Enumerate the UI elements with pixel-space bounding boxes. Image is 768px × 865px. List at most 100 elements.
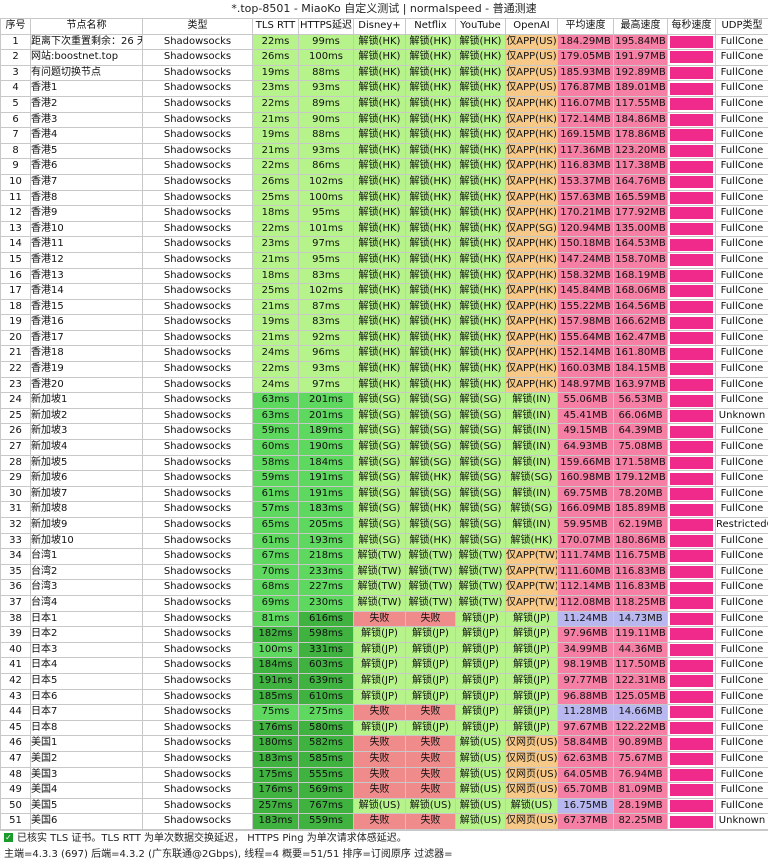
table-row[interactable]: 8 香港5 Shadowsocks 21ms 93ms 解锁(HK) 解锁(HK) 解锁(HK… xyxy=(0,142,768,160)
col-header-per-second-speed[interactable]: 每秒速度 xyxy=(667,18,716,35)
row-netflix: 解锁(HK) xyxy=(405,205,456,222)
table-row[interactable]: 34 台湾1 Shadowsocks 67ms 218ms 解锁(TW) 解锁(TW) 解锁(… xyxy=(0,548,768,565)
col-header-https-latency[interactable]: HTTPS延迟 xyxy=(298,18,354,35)
table-row[interactable]: 7 香港4 Shadowsocks 19ms 88ms 解锁(HK) 解锁(HK) 解锁(HK… xyxy=(0,127,768,144)
row-index: 37 xyxy=(0,594,31,612)
row-disney: 失败 xyxy=(353,766,406,784)
row-node-name: 日本8 xyxy=(30,719,143,737)
table-row[interactable]: 10 香港7 Shadowsocks 26ms 102ms 解锁(HK) 解锁(HK) 解锁(… xyxy=(0,173,768,191)
row-index: 11 xyxy=(0,189,31,207)
row-youtube: 解锁(TW) xyxy=(455,548,506,565)
table-row[interactable]: 25 新加坡2 Shadowsocks 63ms 201ms 解锁(SG) 解锁(SG) 解锁… xyxy=(0,407,768,425)
table-row[interactable]: 12 香港9 Shadowsocks 18ms 95ms 解锁(HK) 解锁(HK) 解锁(H… xyxy=(0,205,768,222)
table-row[interactable]: 46 美国1 Shadowsocks 180ms 582ms 失败 失败 解锁(US) 仅网页(… xyxy=(0,735,768,752)
table-row[interactable]: 37 台湾4 Shadowsocks 69ms 230ms 解锁(TW) 解锁(TW) 解锁(… xyxy=(0,594,768,612)
table-row[interactable]: 30 新加坡7 Shadowsocks 61ms 191ms 解锁(SG) 解锁(SG) 解锁… xyxy=(0,485,768,503)
table-row[interactable]: 5 香港2 Shadowsocks 22ms 89ms 解锁(HK) 解锁(HK) 解锁(HK… xyxy=(0,95,768,113)
table-row[interactable]: 21 香港18 Shadowsocks 24ms 96ms 解锁(HK) 解锁(HK) 解锁(… xyxy=(0,345,768,363)
col-header-max-speed[interactable]: 最高速度 xyxy=(613,18,668,35)
table-row[interactable]: 36 台湾3 Shadowsocks 68ms 227ms 解锁(TW) 解锁(TW) 解锁(… xyxy=(0,579,768,596)
table-row[interactable]: 42 日本5 Shadowsocks 191ms 639ms 解锁(JP) 解锁(JP) 解锁… xyxy=(0,672,768,690)
table-row[interactable]: 9 香港6 Shadowsocks 22ms 86ms 解锁(HK) 解锁(HK) 解锁(HK… xyxy=(0,158,768,175)
table-row[interactable]: 29 新加坡6 Shadowsocks 59ms 191ms 解锁(SG) 解锁(HK) 解锁… xyxy=(0,470,768,487)
row-youtube: 解锁(HK) xyxy=(455,127,506,144)
table-row[interactable]: 13 香港10 Shadowsocks 22ms 101ms 解锁(HK) 解锁(HK) 解锁… xyxy=(0,220,768,238)
table-row[interactable]: 15 香港12 Shadowsocks 21ms 95ms 解锁(HK) 解锁(HK) 解锁(… xyxy=(0,251,768,269)
col-header-tls-rtt[interactable]: TLS RTT xyxy=(252,18,299,35)
row-udp-type: FullCone xyxy=(715,173,768,191)
table-row[interactable]: 48 美国3 Shadowsocks 175ms 555ms 失败 失败 解锁(US) 仅网页(… xyxy=(0,766,768,784)
table-row[interactable]: 40 日本3 Shadowsocks 100ms 331ms 解锁(JP) 解锁(JP) 解锁… xyxy=(0,641,768,659)
col-header-disney[interactable]: Disney+ xyxy=(353,18,406,35)
table-row[interactable]: 19 香港16 Shadowsocks 19ms 83ms 解锁(HK) 解锁(HK) 解锁(… xyxy=(0,314,768,331)
table-row[interactable]: 47 美国2 Shadowsocks 183ms 585ms 失败 失败 解锁(US) 仅网页(… xyxy=(0,750,768,768)
row-disney: 解锁(HK) xyxy=(353,267,406,285)
col-header-udp-type[interactable]: UDP类型 xyxy=(715,18,768,35)
table-row[interactable]: 6 香港3 Shadowsocks 21ms 90ms 解锁(HK) 解锁(HK) 解锁(HK… xyxy=(0,111,768,129)
row-type: Shadowsocks xyxy=(142,407,253,425)
table-row[interactable]: 38 日本1 Shadowsocks 81ms 616ms 失败 失败 解锁(JP) 解锁(JP… xyxy=(0,610,768,628)
col-header-index[interactable]: 序号 xyxy=(0,18,31,35)
table-row[interactable]: 1 距离下次重置剩余：26 天 Shadowsocks 22ms 99ms 解锁(HK) 解… xyxy=(0,33,768,51)
row-tls-rtt: 22ms xyxy=(252,95,299,113)
table-row[interactable]: 44 日本7 Shadowsocks 75ms 275ms 失败 失败 解锁(JP) 解锁(JP… xyxy=(0,704,768,721)
row-youtube: 解锁(JP) xyxy=(455,719,506,737)
row-node-name: 新加坡1 xyxy=(30,392,143,409)
table-row[interactable]: 3 有问题切换节点 Shadowsocks 19ms 88ms 解锁(HK) 解锁(HK) 解… xyxy=(0,64,768,82)
table-row[interactable]: 32 新加坡9 Shadowsocks 65ms 205ms 解锁(SG) 解锁(SG) 解锁… xyxy=(0,517,768,534)
row-max-speed: 116.75MB xyxy=(613,548,668,565)
table-row[interactable]: 33 新加坡10 Shadowsocks 61ms 193ms 解锁(SG) 解锁(HK) 解… xyxy=(0,532,768,550)
row-tls-rtt: 26ms xyxy=(252,173,299,191)
table-row[interactable]: 51 美国6 Shadowsocks 183ms 559ms 失败 失败 解锁(US) 仅网页(… xyxy=(0,813,768,830)
table-row[interactable]: 2 网站:boostnet.top Shadowsocks 26ms 100ms 解锁(H… xyxy=(0,49,768,66)
col-header-netflix[interactable]: Netflix xyxy=(405,18,456,35)
table-row[interactable]: 45 日本8 Shadowsocks 176ms 580ms 解锁(JP) 解锁(JP) 解锁… xyxy=(0,719,768,737)
col-header-name[interactable]: 节点名称 xyxy=(30,18,143,35)
table-row[interactable]: 23 香港20 Shadowsocks 24ms 97ms 解锁(HK) 解锁(HK) 解锁(… xyxy=(0,376,768,394)
row-type: Shadowsocks xyxy=(142,470,253,487)
table-row[interactable]: 27 新加坡4 Shadowsocks 60ms 190ms 解锁(SG) 解锁(SG) 解锁… xyxy=(0,439,768,456)
row-disney: 解锁(HK) xyxy=(353,251,406,269)
row-youtube: 解锁(HK) xyxy=(455,298,506,316)
row-max-speed: 90.89MB xyxy=(613,735,668,752)
table-row[interactable]: 22 香港19 Shadowsocks 22ms 93ms 解锁(HK) 解锁(HK) 解锁(… xyxy=(0,361,768,378)
table-row[interactable]: 49 美国4 Shadowsocks 176ms 569ms 失败 失败 解锁(US) 仅网页(… xyxy=(0,782,768,799)
table-row[interactable]: 16 香港13 Shadowsocks 18ms 83ms 解锁(HK) 解锁(HK) 解锁(… xyxy=(0,267,768,285)
table-row[interactable]: 41 日本4 Shadowsocks 184ms 603ms 解锁(JP) 解锁(JP) 解锁… xyxy=(0,657,768,674)
speed-sparkline xyxy=(670,644,713,657)
col-header-youtube[interactable]: YouTube xyxy=(455,18,506,35)
table-row[interactable]: 35 台湾2 Shadowsocks 70ms 233ms 解锁(TW) 解锁(TW) 解锁(… xyxy=(0,563,768,581)
table-row[interactable]: 11 香港8 Shadowsocks 25ms 100ms 解锁(HK) 解锁(HK) 解锁(… xyxy=(0,189,768,207)
table-row[interactable]: 14 香港11 Shadowsocks 23ms 97ms 解锁(HK) 解锁(HK) 解锁(… xyxy=(0,236,768,253)
row-disney: 解锁(HK) xyxy=(353,314,406,331)
row-type: Shadowsocks xyxy=(142,626,253,643)
table-row[interactable]: 4 香港1 Shadowsocks 23ms 93ms 解锁(HK) 解锁(HK) 解锁(HK… xyxy=(0,80,768,97)
table-row[interactable]: 24 新加坡1 Shadowsocks 63ms 201ms 解锁(SG) 解锁(SG) 解锁… xyxy=(0,392,768,409)
row-disney: 解锁(SG) xyxy=(353,485,406,503)
table-row[interactable]: 26 新加坡3 Shadowsocks 59ms 189ms 解锁(SG) 解锁(SG) 解锁… xyxy=(0,423,768,441)
row-index: 1 xyxy=(0,33,31,51)
col-header-type[interactable]: 类型 xyxy=(142,18,253,35)
table-row[interactable]: 18 香港15 Shadowsocks 21ms 87ms 解锁(HK) 解锁(HK) 解锁(… xyxy=(0,298,768,316)
table-row[interactable]: 31 新加坡8 Shadowsocks 57ms 183ms 解锁(SG) 解锁(HK) 解锁… xyxy=(0,501,768,518)
col-header-openai[interactable]: OpenAI xyxy=(505,18,558,35)
table-row[interactable]: 43 日本6 Shadowsocks 185ms 610ms 解锁(JP) 解锁(JP) 解锁… xyxy=(0,688,768,706)
row-https-latency: 102ms xyxy=(298,283,354,300)
col-header-avg-speed[interactable]: 平均速度 xyxy=(557,18,614,35)
table-row[interactable]: 17 香港14 Shadowsocks 25ms 102ms 解锁(HK) 解锁(HK) 解锁… xyxy=(0,283,768,300)
table-row[interactable]: 39 日本2 Shadowsocks 182ms 598ms 解锁(JP) 解锁(JP) 解锁… xyxy=(0,626,768,643)
row-udp-type: FullCone xyxy=(715,127,768,144)
table-row[interactable]: 28 新加坡5 Shadowsocks 58ms 184ms 解锁(SG) 解锁(SG) 解锁… xyxy=(0,454,768,472)
row-node-name: 美国6 xyxy=(30,813,143,830)
row-avg-speed: 97.77MB xyxy=(557,672,614,690)
row-per-second-speed xyxy=(667,797,716,815)
speed-sparkline xyxy=(670,254,713,267)
row-youtube: 解锁(SG) xyxy=(455,439,506,456)
row-node-name: 香港15 xyxy=(30,298,143,316)
table-row[interactable]: 20 香港17 Shadowsocks 21ms 92ms 解锁(HK) 解锁(HK) 解锁(… xyxy=(0,329,768,347)
row-https-latency: 96ms xyxy=(298,345,354,363)
speed-sparkline xyxy=(670,659,713,672)
row-netflix: 解锁(TW) xyxy=(405,594,456,612)
row-max-speed: 123.20MB xyxy=(613,142,668,160)
table-row[interactable]: 50 美国5 Shadowsocks 257ms 767ms 解锁(US) 解锁(US) 解锁… xyxy=(0,797,768,815)
